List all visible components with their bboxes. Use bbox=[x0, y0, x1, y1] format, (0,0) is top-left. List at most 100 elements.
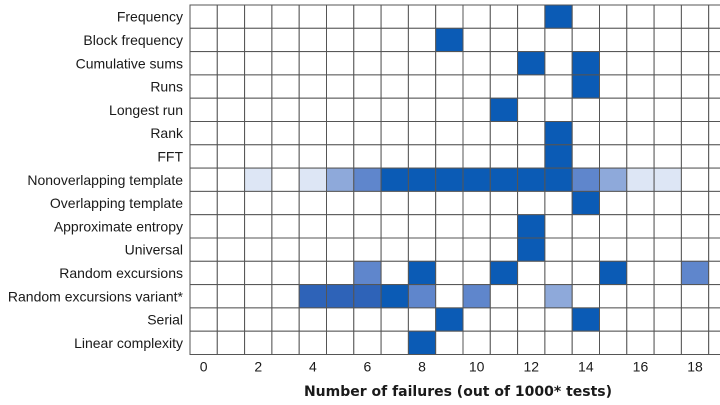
heatmap-cell-empty bbox=[216, 260, 246, 286]
x-axis-label: Number of failures (out of 1000* tests) bbox=[304, 384, 612, 400]
row-label: Rank bbox=[150, 125, 184, 141]
heatmap-cell-empty bbox=[435, 190, 464, 216]
heatmap-cell-filled bbox=[544, 284, 573, 309]
heatmap-cell-empty bbox=[353, 74, 382, 99]
heatmap-cell-filled bbox=[380, 284, 409, 309]
heatmap-cell-empty bbox=[653, 121, 682, 146]
row-label: Random excursions variant* bbox=[8, 288, 184, 304]
heatmap-cell-empty bbox=[708, 214, 720, 239]
heatmap-cell-empty bbox=[626, 144, 655, 169]
heatmap-cell-empty bbox=[216, 330, 246, 356]
heatmap-cell-empty bbox=[489, 144, 519, 169]
heatmap-cell-empty bbox=[271, 51, 300, 76]
heatmap-cell-empty bbox=[626, 74, 655, 99]
heatmap-cell-empty bbox=[435, 121, 464, 146]
heatmap-cell-filled bbox=[571, 167, 601, 192]
heatmap-cell-empty bbox=[271, 307, 300, 332]
heatmap-cell-empty bbox=[680, 167, 710, 192]
heatmap-cell-empty bbox=[353, 121, 382, 146]
heatmap-cell-empty bbox=[653, 144, 682, 169]
heatmap-cell-empty bbox=[517, 330, 546, 356]
heatmap-cell-empty bbox=[407, 307, 437, 332]
heatmap-cell-empty bbox=[244, 51, 273, 76]
heatmap-cell-empty bbox=[435, 330, 464, 356]
heatmap-cell-empty bbox=[462, 97, 491, 122]
heatmap-cell-empty bbox=[407, 121, 437, 146]
heatmap-cell-empty bbox=[462, 144, 491, 169]
heatmap-cell-filled bbox=[326, 284, 355, 309]
heatmap-cell-filled bbox=[489, 167, 519, 192]
heatmap-cell-empty bbox=[435, 284, 464, 309]
heatmap-cell-empty bbox=[517, 284, 546, 309]
heatmap-cell-empty bbox=[189, 260, 218, 286]
heatmap-cell-empty bbox=[380, 121, 409, 146]
heatmap-cell-filled bbox=[571, 74, 601, 99]
heatmap-cell-filled bbox=[298, 284, 328, 309]
heatmap-cell-empty bbox=[380, 51, 409, 76]
heatmap-cell-empty bbox=[435, 260, 464, 286]
heatmap-cell-empty bbox=[489, 330, 519, 356]
heatmap-cell-empty bbox=[189, 167, 218, 192]
heatmap-cell-empty bbox=[353, 4, 382, 29]
row-labels: Frequency Block frequency Cumulative sums R… bbox=[8, 9, 184, 351]
heatmap-cell-filled bbox=[407, 284, 437, 309]
heatmap-cell-empty bbox=[326, 214, 355, 239]
heatmap-cell-empty bbox=[244, 307, 273, 332]
heatmap-cell-empty bbox=[544, 27, 573, 53]
heatmap-cell-empty bbox=[708, 51, 720, 76]
heatmap-cell-empty bbox=[271, 167, 300, 192]
heatmap-cell-empty bbox=[626, 237, 655, 262]
heatmap-cell-empty bbox=[599, 27, 628, 53]
heatmap-cell-filled bbox=[599, 260, 628, 286]
heatmap-cell-empty bbox=[462, 237, 491, 262]
heatmap-cell-empty bbox=[626, 330, 655, 356]
heatmap-cell-empty bbox=[435, 144, 464, 169]
heatmap-cell-empty bbox=[380, 4, 409, 29]
heatmap-cell-empty bbox=[298, 190, 328, 216]
heatmap-cell-empty bbox=[680, 121, 710, 146]
heatmap-cell-empty bbox=[380, 190, 409, 216]
heatmap-cell-empty bbox=[326, 97, 355, 122]
heatmap-cell-empty bbox=[599, 74, 628, 99]
heatmap-cell-empty bbox=[380, 97, 409, 122]
heatmap-cell-empty bbox=[462, 330, 491, 356]
heatmap-cell-empty bbox=[517, 121, 546, 146]
heatmap-cells bbox=[189, 4, 720, 356]
heatmap-cell-filled bbox=[680, 260, 710, 286]
heatmap-cell-empty bbox=[244, 214, 273, 239]
row-label: Linear complexity bbox=[74, 335, 183, 351]
heatmap-cell-empty bbox=[517, 27, 546, 53]
row-label: Universal bbox=[125, 242, 183, 258]
row-label: Overlapping template bbox=[50, 195, 183, 211]
heatmap-cell-empty bbox=[244, 27, 273, 53]
heatmap-cell-empty bbox=[626, 307, 655, 332]
heatmap-cell-empty bbox=[653, 260, 682, 286]
heatmap-cell-empty bbox=[189, 284, 218, 309]
heatmap-cell-empty bbox=[544, 307, 573, 332]
heatmap-cell-empty bbox=[489, 121, 519, 146]
heatmap-cell-empty bbox=[626, 121, 655, 146]
heatmap-cell-empty bbox=[489, 237, 519, 262]
heatmap-cell-empty bbox=[626, 284, 655, 309]
heatmap-cell-empty bbox=[653, 190, 682, 216]
heatmap-cell-empty bbox=[571, 27, 601, 53]
heatmap-cell-empty bbox=[571, 330, 601, 356]
heatmap-cell-empty bbox=[544, 237, 573, 262]
heatmap-cell-empty bbox=[326, 144, 355, 169]
heatmap-cell-empty bbox=[680, 4, 710, 29]
x-tick-label: 6 bbox=[364, 359, 372, 375]
heatmap-cell-empty bbox=[544, 260, 573, 286]
heatmap-cell-empty bbox=[189, 4, 218, 29]
heatmap-cell-filled bbox=[407, 260, 437, 286]
heatmap-cell-empty bbox=[599, 51, 628, 76]
heatmap-cell-empty bbox=[626, 4, 655, 29]
heatmap-cell-empty bbox=[271, 97, 300, 122]
heatmap-cell-empty bbox=[599, 214, 628, 239]
heatmap-cell-empty bbox=[189, 74, 218, 99]
heatmap-cell-filled bbox=[544, 121, 573, 146]
heatmap-cell-empty bbox=[216, 51, 246, 76]
heatmap-cell-empty bbox=[216, 167, 246, 192]
x-tick-label: 18 bbox=[687, 359, 703, 375]
heatmap-cell-empty bbox=[517, 144, 546, 169]
heatmap-cell-empty bbox=[571, 214, 601, 239]
